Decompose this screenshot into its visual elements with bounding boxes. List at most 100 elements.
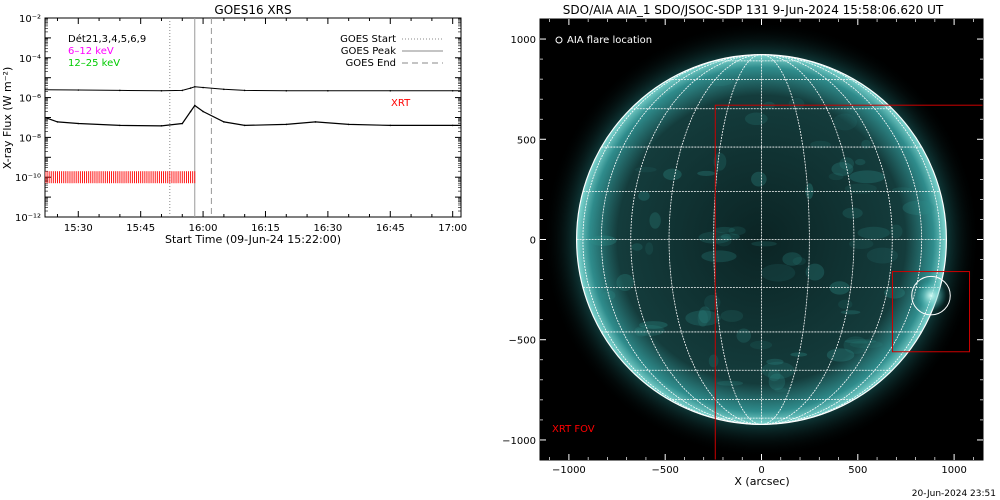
goes-data-point [347,123,350,126]
goes-x-tick-label: 16:00 [189,223,218,234]
goes-data-point [119,89,121,92]
active-region-blob [697,310,708,328]
active-region-blob [805,183,814,200]
aia-x-tick-label: 500 [848,465,867,476]
active-region-blob [701,250,737,263]
goes-data-point [45,88,46,91]
goes-data-point [285,123,288,126]
aia-x-tick-label: 1000 [941,465,966,476]
goes-x-tick-label: 17:00 [438,223,467,234]
aia-y-axis: −1000 −500 0 500 1000 [502,35,983,447]
goes-data-point [160,89,163,92]
goes-y-tick-label: 10⁻⁴ [19,54,41,65]
active-region-blob [844,339,877,344]
longitude-line [630,54,762,425]
xrt-fov-box [714,104,983,460]
active-region-blob [663,168,682,181]
goes-data-point [451,124,454,127]
active-region-blob [736,328,752,343]
aia-y-tick-label: −1000 [502,436,536,447]
goes-y-tick-label: 10⁻¹⁰ [15,173,41,184]
goes-data-point [202,110,204,113]
goes-y-tick-label: 10⁻⁸ [19,133,41,144]
longitude-line [761,54,893,425]
goes-data-point [389,124,392,127]
goes-data-point [327,89,329,92]
flare-brightening [915,280,947,312]
goes-data-point [189,110,192,113]
active-region-blob [849,238,874,249]
active-region-blob [720,233,740,240]
goes-xrs-plot: GOES16 XRS 10⁻¹² 10⁻¹⁰ 10⁻⁸ 10⁻⁶ 10⁻⁴ 10⁻² 15… [1,3,467,246]
active-region-blob [649,212,661,229]
active-region-blob [697,170,716,176]
xrt-coverage-ticks [45,171,196,184]
active-region-blob [884,286,905,299]
goes-data-point [181,122,184,125]
longitude-line [761,54,810,425]
goes-data-point [160,125,163,127]
goes-data-point [314,121,317,123]
active-region-blob [849,170,886,184]
goes-x-axis-label: Start Time (09-Jun-24 15:22:00) [165,233,341,246]
aia-y-tick-label: 0 [530,236,536,247]
active-region-blob [638,191,650,201]
goes-data-point [243,89,246,92]
goes-data-point [451,89,454,92]
flare-location-legend-label: AIA flare location [567,35,652,46]
active-region-blob [843,336,869,354]
active-region-blob [728,226,746,236]
goes-data-point [189,87,192,89]
flare-location-legend-icon [555,36,563,44]
active-region-blob [849,340,883,349]
aia-x-axis: −1000 −500 0 500 1000 [549,19,974,476]
energy-band-6-12-label: 6–12 keV [68,46,114,57]
goes-data-point [45,116,46,119]
goes-legend: GOES Start GOES Peak GOES End [340,34,443,69]
active-region-blob [685,310,721,326]
goes-x-tick-label: 15:30 [64,223,93,234]
goes-data-point [460,89,461,92]
footer-timestamp: 20-Jun-2024 23:51 [912,489,996,499]
active-region-blob [844,183,877,194]
goes-y-tick-label: 10⁻² [19,14,41,25]
goes-data-point [202,86,204,89]
active-region-blob [698,306,712,324]
active-region-blob [761,264,796,282]
active-region-blob [840,310,861,315]
active-region-blob [805,263,825,281]
active-region-blob [768,369,781,382]
aia-image-title: SDO/AIA AIA_1 SDO/JSOC-SDP 131 9-Jun-202… [563,3,944,17]
goes-x-tick-label: 15:45 [126,223,155,234]
longitude-line [668,54,762,425]
goes-x-tick-label: 16:30 [313,223,342,234]
energy-band-12-25-label: 12–25 keV [68,58,120,69]
active-region-blob [838,299,853,310]
active-region-blob [639,321,668,329]
active-region-blob [744,112,768,126]
aia-y-tick-label: 1000 [511,35,536,46]
goes-y-tick-label: 10⁻¹² [15,213,41,224]
active-region-blob [828,172,844,181]
heliographic-grid [575,53,948,426]
active-region-blob [782,252,802,266]
aia-x-axis-label: X (arcsec) [734,475,789,488]
active-region-blob [768,373,786,391]
active-region-blob [788,97,805,111]
xrt-fov-label: XRT FOV [552,424,595,435]
active-region-blob [829,281,850,295]
goes-data-point [193,104,196,107]
legend-goes-start-label: GOES Start [340,34,396,45]
active-region-blob [890,224,903,239]
detector-label: Dét21,3,4,5,6,9 [68,33,146,45]
longitude-line [600,54,762,425]
active-region-blob [634,166,657,173]
active-region-blob [810,140,831,149]
active-region-blob [713,152,727,171]
goes-data-point [56,121,59,123]
aia-x-tick-label: −1000 [552,465,586,476]
legend-goes-end-label: GOES End [346,58,396,69]
active-region-blob [792,257,806,266]
goes-y-tick-label: 10⁻⁶ [19,94,41,105]
